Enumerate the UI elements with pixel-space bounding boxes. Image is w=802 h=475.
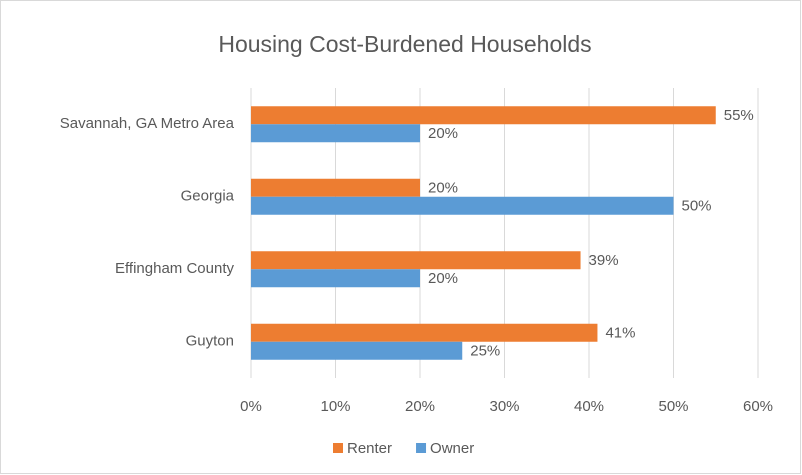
data-label: 39%	[589, 252, 619, 269]
y-tick-label: Savannah, GA Metro Area	[60, 115, 235, 132]
y-tick-label: Effingham County	[115, 260, 234, 277]
x-tick-label: 0%	[240, 398, 262, 415]
data-label: 20%	[428, 270, 458, 287]
bar	[251, 196, 674, 215]
data-label: 20%	[428, 125, 458, 142]
bar	[251, 178, 420, 197]
x-tick-label: 10%	[320, 398, 350, 415]
chart-title: Housing Cost-Burdened Households	[218, 31, 591, 57]
x-tick-label: 20%	[405, 398, 435, 415]
bar	[251, 341, 463, 360]
data-label: 41%	[605, 325, 635, 342]
data-label: 50%	[682, 198, 712, 215]
bar	[251, 323, 598, 342]
x-tick-label: 30%	[489, 398, 519, 415]
bar	[251, 251, 581, 270]
x-tick-label: 40%	[574, 398, 604, 415]
legend-label: Owner	[430, 440, 474, 457]
data-label: 20%	[428, 180, 458, 197]
data-label: 25%	[470, 343, 500, 360]
bar	[251, 106, 716, 125]
x-tick-label: 60%	[743, 398, 773, 415]
bar	[251, 269, 420, 288]
data-label: 55%	[724, 107, 754, 124]
legend-swatch	[416, 443, 427, 453]
bar	[251, 124, 420, 143]
legend-swatch	[333, 443, 343, 453]
x-tick-label: 50%	[658, 398, 688, 415]
y-tick-label: Georgia	[181, 188, 235, 205]
y-tick-label: Guyton	[186, 333, 234, 350]
legend-label: Renter	[347, 440, 392, 457]
